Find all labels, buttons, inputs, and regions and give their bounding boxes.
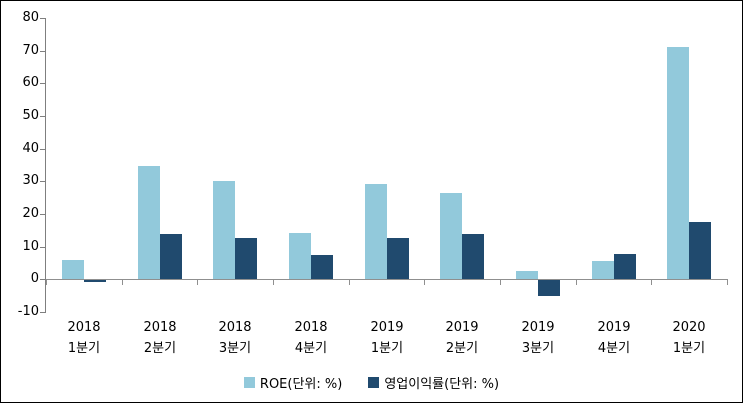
x-label-quarter: 1분기 bbox=[67, 341, 101, 356]
x-axis-tick bbox=[651, 279, 652, 285]
legend: ROE(단위: %) 영업이익률(단위: %) bbox=[1, 373, 742, 392]
x-label-year: 2019 bbox=[445, 320, 479, 335]
bar-roe-2019-1분기 bbox=[365, 184, 387, 279]
y-axis-label: 30 bbox=[22, 173, 39, 188]
legend-swatch-roe bbox=[243, 377, 255, 388]
x-axis-tick bbox=[122, 279, 123, 285]
x-label-quarter: 4분기 bbox=[294, 341, 328, 356]
x-label-year: 2018 bbox=[67, 320, 101, 335]
x-label-quarter: 2분기 bbox=[143, 341, 177, 356]
bar-opmargin-2018-2분기 bbox=[160, 234, 182, 279]
bar-roe-2019-4분기 bbox=[592, 261, 614, 279]
y-axis-tick bbox=[40, 247, 46, 248]
y-axis-label: 70 bbox=[22, 43, 39, 58]
y-axis-tick bbox=[40, 51, 46, 52]
x-label-quarter: 1분기 bbox=[370, 341, 404, 356]
bar-opmargin-2019-1분기 bbox=[387, 238, 409, 279]
y-axis-tick bbox=[40, 279, 46, 280]
x-axis-label: 2019 4분기 bbox=[576, 317, 652, 359]
x-label-year: 2018 bbox=[294, 320, 328, 335]
y-axis-label: 40 bbox=[22, 141, 39, 156]
x-axis-label: 2019 2분기 bbox=[424, 317, 500, 359]
y-axis-tick bbox=[40, 116, 46, 117]
x-axis-tick bbox=[46, 279, 47, 285]
bar-opmargin-2019-4분기 bbox=[614, 254, 636, 279]
x-label-year: 2018 bbox=[218, 320, 252, 335]
x-axis-label: 2019 1분기 bbox=[349, 317, 425, 359]
legend-label-opmargin: 영업이익률(단위: %) bbox=[384, 377, 500, 392]
x-label-quarter: 3분기 bbox=[218, 341, 252, 356]
x-label-year: 2018 bbox=[143, 320, 177, 335]
legend-item-opmargin: 영업이익률(단위: %) bbox=[368, 373, 499, 392]
bar-roe-2020-1분기 bbox=[667, 47, 689, 279]
y-axis-label: 20 bbox=[22, 206, 39, 221]
y-axis-tick bbox=[40, 312, 46, 313]
x-label-year: 2019 bbox=[521, 320, 555, 335]
x-label-year: 2020 bbox=[672, 320, 706, 335]
bar-roe-2018-4분기 bbox=[289, 233, 311, 279]
x-axis-tick bbox=[349, 279, 350, 285]
y-axis-tick bbox=[40, 149, 46, 150]
x-axis-line bbox=[46, 279, 727, 280]
bar-opmargin-2018-4분기 bbox=[311, 255, 333, 279]
x-axis-tick bbox=[197, 279, 198, 285]
bar-opmargin-2019-2분기 bbox=[462, 234, 484, 279]
x-label-quarter: 3분기 bbox=[521, 341, 555, 356]
y-axis-label: -10 bbox=[17, 304, 39, 319]
bar-opmargin-2020-1분기 bbox=[689, 222, 711, 279]
y-axis-tick bbox=[40, 214, 46, 215]
x-label-quarter: 4분기 bbox=[597, 341, 631, 356]
x-axis-label: 2019 3분기 bbox=[500, 317, 576, 359]
legend-swatch-opmargin bbox=[368, 377, 380, 388]
x-axis-label: 2018 3분기 bbox=[197, 317, 273, 359]
x-axis-label: 2020 1분기 bbox=[651, 317, 727, 359]
bar-roe-2019-3분기 bbox=[516, 271, 538, 279]
y-axis-tick bbox=[40, 18, 46, 19]
y-axis-tick bbox=[40, 83, 46, 84]
x-axis-tick bbox=[576, 279, 577, 285]
x-axis-tick bbox=[273, 279, 274, 285]
legend-item-roe: ROE(단위: %) bbox=[243, 373, 343, 392]
x-axis-label: 2018 4분기 bbox=[273, 317, 349, 359]
y-axis-label: 60 bbox=[22, 75, 39, 90]
y-axis-label: 0 bbox=[30, 271, 39, 286]
bar-roe-2018-1분기 bbox=[62, 260, 84, 279]
x-label-year: 2019 bbox=[597, 320, 631, 335]
y-axis-label: 80 bbox=[22, 10, 39, 25]
x-axis-label: 2018 1분기 bbox=[46, 317, 122, 359]
y-axis-label: 10 bbox=[22, 239, 39, 254]
x-label-quarter: 1분기 bbox=[672, 341, 706, 356]
x-axis-tick bbox=[500, 279, 501, 285]
legend-label-roe: ROE(단위: %) bbox=[259, 377, 343, 392]
y-axis-line bbox=[45, 18, 46, 312]
bar-roe-2018-2분기 bbox=[138, 166, 160, 279]
x-axis-tick bbox=[424, 279, 425, 285]
x-axis-label: 2018 2분기 bbox=[122, 317, 198, 359]
x-axis-tick bbox=[727, 279, 728, 285]
x-label-quarter: 2분기 bbox=[445, 341, 479, 356]
bar-opmargin-2018-3분기 bbox=[235, 238, 257, 279]
x-label-year: 2019 bbox=[370, 320, 404, 335]
y-axis-tick bbox=[40, 181, 46, 182]
bar-roe-2019-2분기 bbox=[440, 193, 462, 279]
bar-opmargin-2018-1분기 bbox=[84, 280, 106, 282]
bar-roe-2018-3분기 bbox=[213, 181, 235, 279]
y-axis-label: 50 bbox=[22, 108, 39, 123]
bar-opmargin-2019-3분기 bbox=[538, 280, 560, 296]
